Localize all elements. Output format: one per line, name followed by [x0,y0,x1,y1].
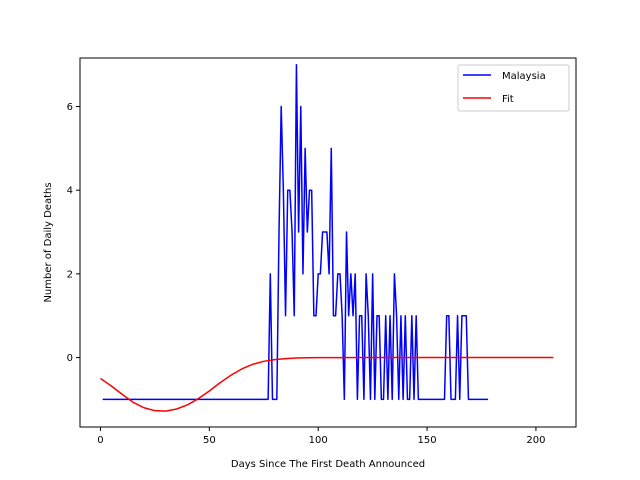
legend: Malaysia Fit [457,64,570,112]
y-tick-label: 2 [67,269,73,280]
x-axis-label: Days Since The First Death Announced [231,459,425,470]
y-tick-label: 4 [67,186,73,197]
plot-frame [79,57,577,428]
series-line-fit [100,356,554,412]
y-tick-label: 0 [67,353,73,364]
legend-label-fit: Fit [502,94,514,105]
ticks-layer: 0 50 100 150 200 0 2 4 6 [67,102,546,446]
x-tick-label: 50 [203,435,216,446]
y-axis-label: Number of Daily Deaths [43,182,54,302]
legend-label-malaysia: Malaysia [502,71,546,82]
x-tick-label: 150 [418,435,437,446]
series-line-malaysia [102,63,489,401]
series-layer [100,63,554,412]
x-tick-label: 100 [309,435,328,446]
x-tick-label: 200 [526,435,545,446]
x-tick-label: 0 [97,435,103,446]
legend-box [457,64,570,112]
y-tick-label: 6 [67,102,73,113]
